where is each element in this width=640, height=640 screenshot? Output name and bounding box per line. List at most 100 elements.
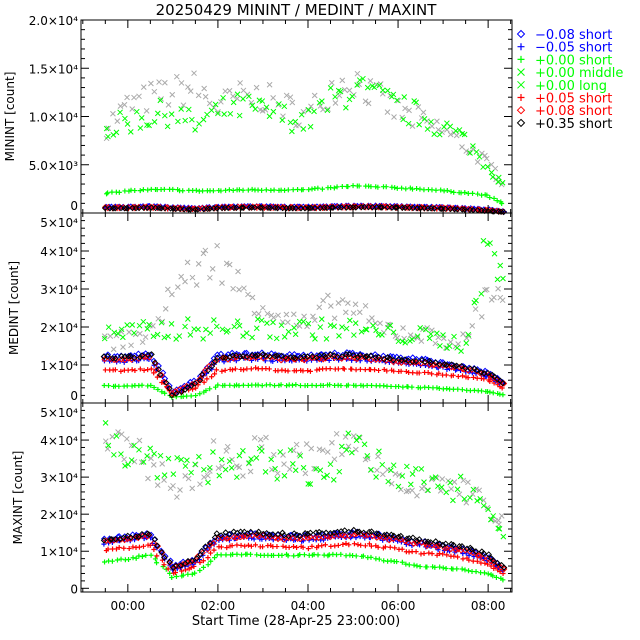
data-point-p000l (379, 332, 385, 338)
legend-entry-p035: +0.35 short (516, 117, 612, 132)
data-point-p000m (197, 481, 203, 488)
data-point-p000s (417, 385, 423, 391)
data-point-p035 (193, 555, 200, 562)
data-point-p000s (227, 382, 233, 388)
data-point-p035 (273, 352, 281, 359)
y-tick-label: 5×10⁴ (40, 406, 78, 420)
data-point-p005 (211, 547, 217, 553)
data-point-p005 (105, 546, 111, 552)
data-point-p000l (128, 457, 135, 463)
data-point-p005 (118, 368, 124, 374)
data-point-p000l (427, 331, 434, 337)
data-point-p000l (243, 330, 250, 337)
data-point-p000m (275, 312, 281, 319)
data-point-p035 (312, 529, 320, 536)
data-point-p035 (360, 529, 367, 536)
data-point-p035 (418, 356, 426, 364)
data-point-p000s (116, 383, 122, 389)
data-point-p000m (499, 297, 506, 304)
data-point-p005 (399, 546, 405, 552)
data-point-p005 (205, 555, 211, 561)
data-point-p005 (209, 374, 215, 380)
data-point-p000s (450, 386, 456, 392)
data-point-p000s (109, 558, 115, 564)
data-point-p000m (287, 94, 294, 101)
data-point-p005 (204, 376, 210, 382)
data-point-p000s (218, 188, 224, 194)
data-point-p000m (437, 488, 444, 494)
data-point-p035 (485, 551, 492, 558)
data-point-p005 (275, 368, 281, 374)
data-point-p008 (474, 552, 482, 559)
data-point-p035 (369, 204, 376, 211)
data-point-p005 (116, 544, 122, 550)
data-point-p035 (412, 357, 420, 365)
data-point-p000l (384, 87, 391, 94)
data-point-p000s (139, 553, 145, 559)
data-point-p000l (487, 240, 493, 246)
data-point-p000m (129, 106, 136, 112)
data-point-p000m (202, 247, 209, 254)
data-point-p008 (475, 552, 483, 559)
data-point-p035 (437, 205, 444, 212)
data-point-p035 (459, 206, 466, 213)
data-point-p000l (240, 447, 246, 454)
data-point-p008 (262, 534, 270, 541)
data-point-p000l (249, 102, 256, 109)
data-point-p035 (271, 204, 279, 212)
data-point-p000s (353, 553, 359, 559)
data-point-p000s (421, 187, 427, 193)
data-point-p000l (379, 87, 386, 94)
data-point-p000l (368, 466, 374, 473)
data-point-p035 (208, 362, 216, 370)
data-point-p000s (291, 553, 297, 559)
data-point-p000m (193, 282, 200, 288)
data-point-p000s (234, 382, 240, 388)
data-point-p000s (226, 187, 232, 193)
data-point-p008 (447, 545, 454, 553)
data-point-p035 (365, 203, 372, 211)
data-point-p000l (441, 124, 447, 130)
data-point-p008 (158, 371, 165, 379)
data-point-p005 (201, 379, 207, 385)
data-point-p035 (330, 352, 338, 359)
data-point-p000m (195, 261, 202, 267)
data-point-p000s (487, 389, 493, 395)
data-point-p000m (195, 92, 202, 99)
data-point-p000m (145, 475, 151, 482)
data-point-p000l (236, 112, 243, 119)
data-point-p000s (319, 186, 325, 192)
data-point-m008 (371, 351, 379, 358)
data-point-p000l (480, 164, 486, 170)
data-point-p000s (145, 187, 151, 193)
data-point-p000l (407, 481, 414, 488)
data-point-p000m (391, 114, 397, 120)
data-point-m008 (335, 351, 342, 359)
data-point-p008 (410, 540, 417, 547)
data-point-p000m (346, 87, 353, 94)
data-point-p035 (145, 531, 153, 538)
data-point-p000l (292, 118, 299, 125)
data-point-p035 (397, 532, 405, 540)
data-point-p035 (401, 204, 409, 211)
data-point-p000s (364, 382, 370, 388)
data-point-p000m (247, 468, 254, 475)
data-point-m008 (307, 351, 315, 358)
data-point-p000m (345, 443, 352, 450)
data-point-p000l (201, 466, 207, 473)
data-point-p005 (154, 374, 160, 380)
data-point-p000l (390, 91, 397, 98)
data-point-p000s (305, 383, 311, 389)
data-point-p000l (178, 106, 185, 112)
y-tick-label: 0 (70, 199, 78, 213)
data-point-p035 (124, 532, 131, 540)
data-point-p005 (343, 541, 349, 547)
data-point-p000l (412, 465, 419, 472)
data-point-p000l (226, 458, 233, 465)
data-point-p000l (461, 496, 468, 502)
data-point-p000m (104, 445, 111, 452)
data-point-p000s (459, 387, 465, 393)
data-point-p000l (387, 467, 394, 474)
data-point-p000s (234, 551, 240, 557)
data-point-p000s (263, 187, 269, 193)
